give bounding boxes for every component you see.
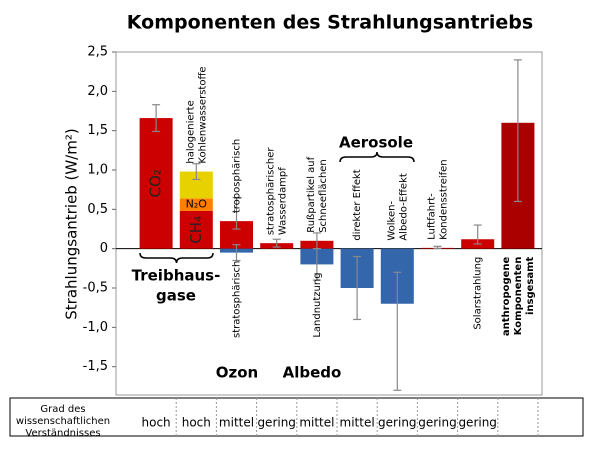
error-bar: [473, 224, 482, 245]
bar-label: Wasserdampf: [278, 167, 289, 235]
error-bar: [433, 245, 442, 250]
y-tick-label: 2,0: [87, 84, 108, 99]
group-brace: [139, 252, 214, 264]
y-tick-label: -1,5: [83, 359, 108, 374]
bar-label: Luftfahrt-: [427, 193, 438, 240]
error-bar: [393, 271, 402, 391]
group-label: Aerosole: [339, 134, 413, 152]
error-bar: [192, 163, 201, 181]
table-header: Verständnisses: [25, 428, 100, 439]
bar-label: insgesamt: [525, 256, 536, 315]
group-label: Ozon: [216, 364, 258, 382]
error-bar: [272, 238, 281, 248]
understanding-cell: mittel: [340, 416, 375, 430]
group-brace: [339, 151, 415, 163]
error-bar: [513, 59, 522, 203]
understanding-cell: gering: [378, 416, 417, 430]
understanding-cell: mittel: [219, 416, 254, 430]
error-bar: [232, 196, 241, 230]
y-tick-label: 2,5: [87, 45, 108, 60]
y-axis-label: Strahlungsantrieb (W/m²): [63, 128, 81, 319]
bar-label: Komponenten: [513, 257, 524, 336]
y-tick-label: 0,5: [87, 202, 108, 217]
bar-label: Wolken-: [386, 201, 397, 241]
chart-title: Komponenten des Strahlungsantriebs: [127, 12, 533, 34]
bar-label: direkter Effekt: [352, 169, 363, 240]
bar-label: CO₂: [147, 169, 165, 197]
y-tick-label: -0,5: [83, 281, 108, 296]
bar-label: Albedo-Effekt: [398, 173, 409, 241]
understanding-cell: gering: [458, 416, 497, 430]
bar-label: stratosphärisch: [232, 261, 243, 338]
y-tick-label: 1,0: [87, 163, 108, 178]
error-bar: [312, 248, 321, 281]
bar-label: troposphärisch: [232, 139, 243, 213]
bar-label: Schneeflächen: [318, 159, 329, 233]
understanding-cell: hoch: [182, 416, 211, 430]
bar: [139, 118, 173, 249]
error-bar: [232, 244, 241, 262]
y-tick-label: 1,5: [87, 123, 108, 138]
error-bar: [353, 255, 362, 321]
understanding-cell: gering: [418, 416, 457, 430]
understanding-cell: mittel: [299, 416, 334, 430]
bar-label: CH₄: [187, 216, 205, 244]
understanding-cell: hoch: [142, 416, 171, 430]
bar-label: Kohlenwasserstoffe: [197, 66, 208, 163]
group-label: Treibhaus-: [132, 267, 221, 285]
bar-label: halogenierte: [185, 100, 196, 163]
bar-label: Solarstrahlung: [473, 257, 484, 330]
y-tick-label: 0: [100, 241, 108, 256]
table-header: Grad des: [40, 404, 85, 415]
group-label: gase: [156, 287, 196, 305]
understanding-cell: gering: [257, 416, 296, 430]
table-header: wissenschaftlichen: [16, 416, 110, 427]
bar-label: N₂O: [186, 198, 208, 211]
bar-label: Landnutzung: [312, 272, 323, 337]
group-label: Albedo: [283, 364, 342, 382]
plot-frame: [115, 51, 543, 396]
bar-label: stratosphärischer: [266, 147, 277, 236]
bar: [179, 198, 213, 211]
bar-label: anthropogene: [501, 256, 512, 336]
bar-label: Rußpartikel auf: [306, 156, 317, 232]
bar: [179, 210, 213, 249]
y-tick-label: -1,0: [83, 320, 108, 335]
error-bar: [152, 104, 161, 133]
bar-label: Kondensstreifen: [439, 159, 450, 240]
